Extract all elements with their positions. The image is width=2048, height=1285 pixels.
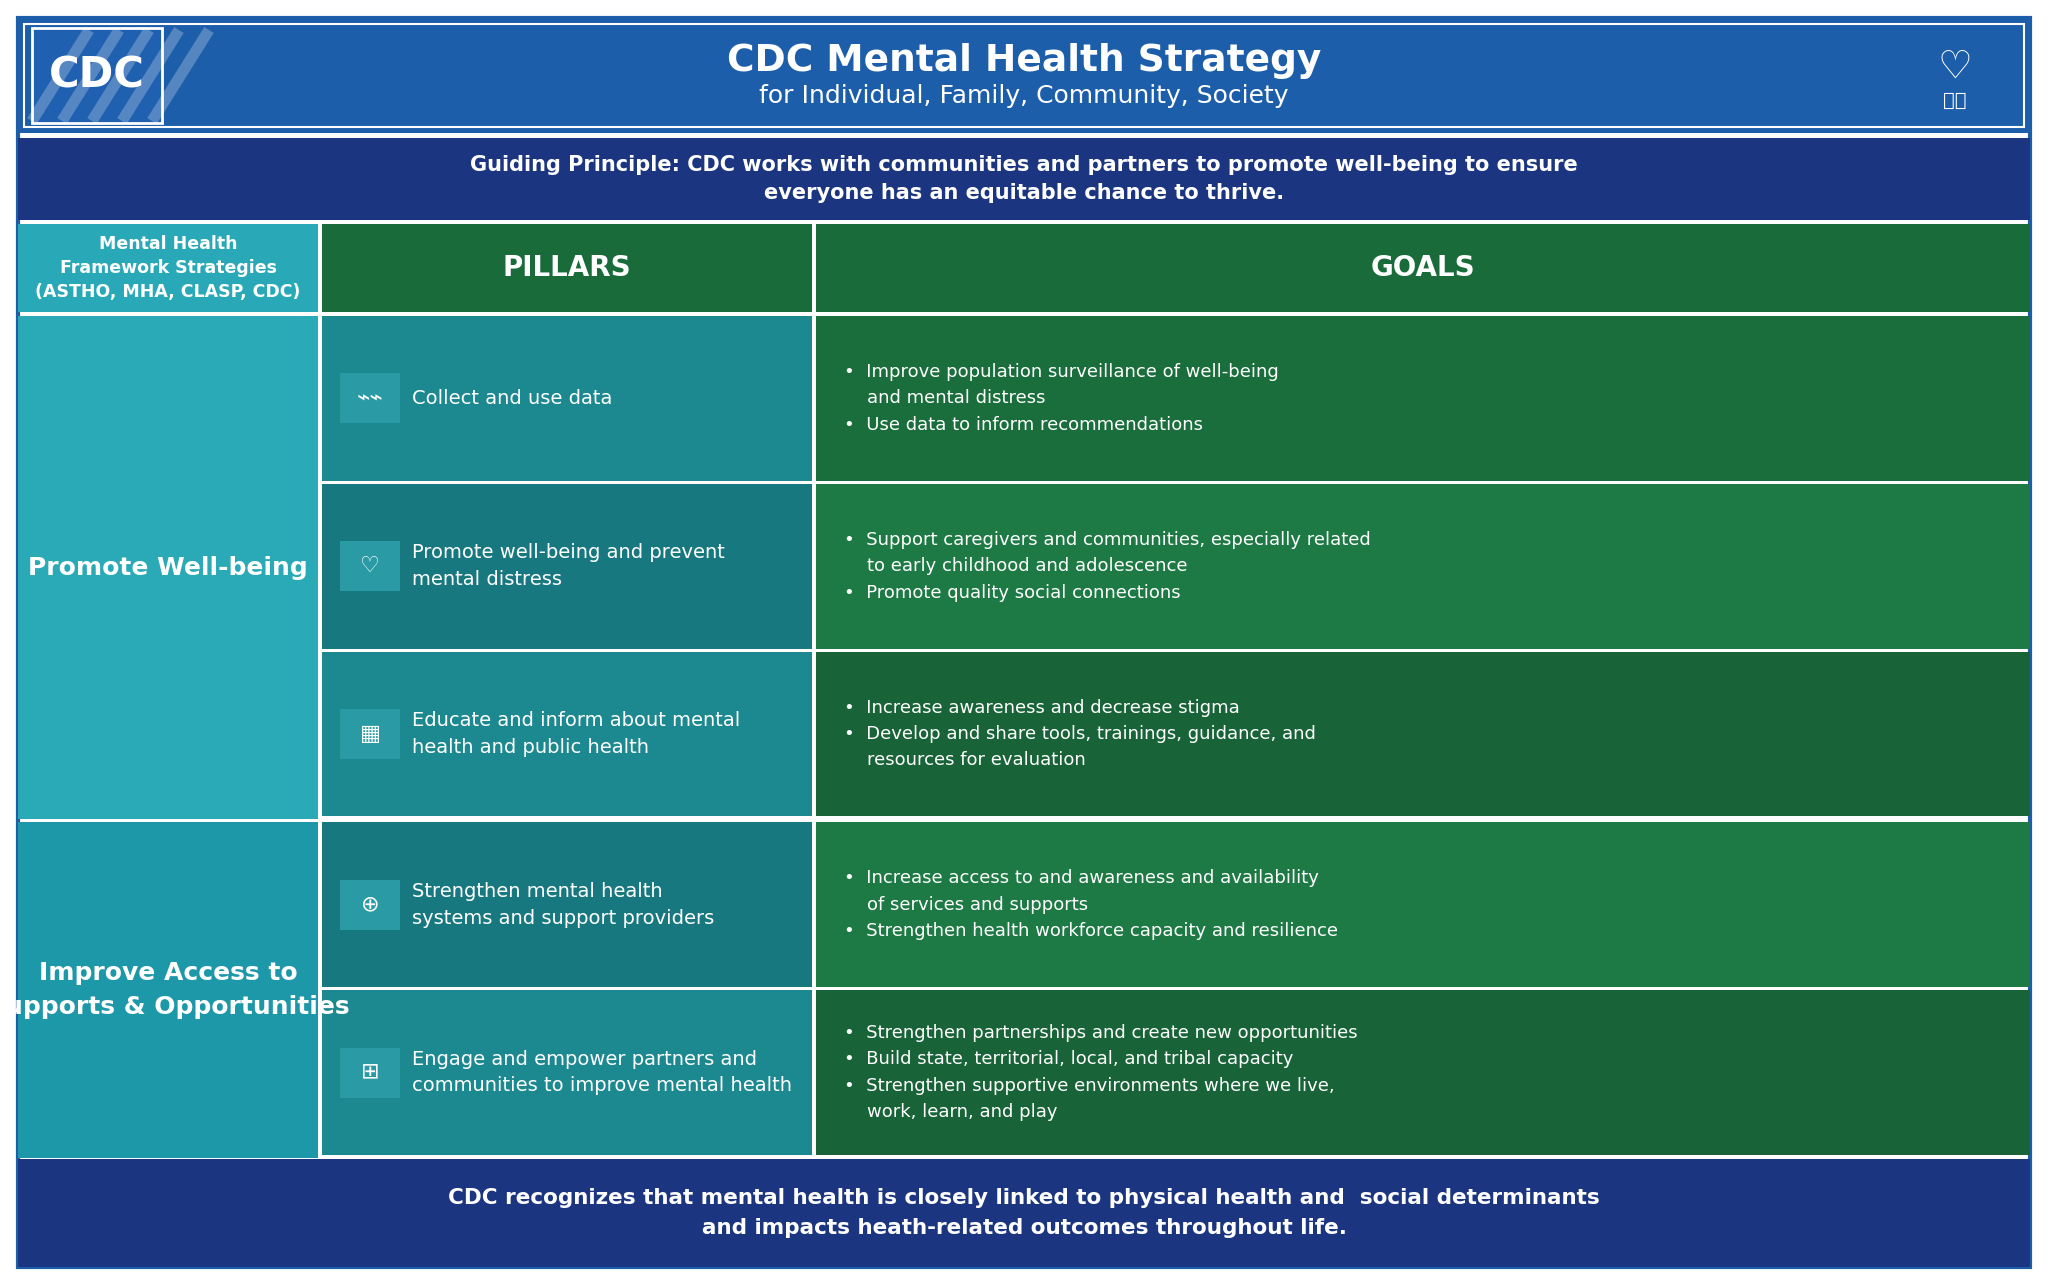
Bar bbox=[815, 224, 2030, 312]
Text: Guiding Principle: CDC works with communities and partners to promote well-being: Guiding Principle: CDC works with commun… bbox=[471, 154, 1577, 203]
Text: Strengthen mental health
systems and support providers: Strengthen mental health systems and sup… bbox=[412, 882, 715, 928]
Text: ⊞: ⊞ bbox=[360, 1063, 379, 1082]
Bar bbox=[815, 651, 2030, 816]
Bar bbox=[18, 18, 2030, 134]
Bar bbox=[815, 991, 2030, 1155]
Text: CDC Mental Health Strategy: CDC Mental Health Strategy bbox=[727, 42, 1321, 78]
Text: ⌁⌁: ⌁⌁ bbox=[356, 388, 383, 409]
Text: CDC recognizes that mental health is closely linked to physical health and  soci: CDC recognizes that mental health is clo… bbox=[449, 1189, 1599, 1237]
Bar bbox=[340, 880, 399, 930]
Text: 〜〜: 〜〜 bbox=[1944, 91, 1966, 111]
Bar bbox=[322, 822, 811, 987]
Text: Promote Well-being: Promote Well-being bbox=[29, 555, 307, 580]
Bar bbox=[322, 991, 811, 1155]
Bar bbox=[18, 137, 2030, 220]
Bar bbox=[322, 483, 811, 649]
Bar bbox=[815, 316, 2030, 481]
Bar bbox=[815, 822, 2030, 987]
Bar bbox=[33, 28, 162, 123]
Text: Mental Health
Framework Strategies
(ASTHO, MHA, CLASP, CDC): Mental Health Framework Strategies (ASTH… bbox=[35, 235, 301, 301]
Text: Collect and use data: Collect and use data bbox=[412, 389, 612, 407]
Bar bbox=[25, 24, 2023, 127]
Bar bbox=[322, 651, 811, 816]
Bar bbox=[322, 224, 811, 312]
Bar bbox=[340, 1047, 399, 1097]
Bar bbox=[18, 224, 317, 312]
Text: •  Increase awareness and decrease stigma
•  Develop and share tools, trainings,: • Increase awareness and decrease stigma… bbox=[844, 699, 1317, 770]
Text: CDC: CDC bbox=[49, 54, 145, 96]
Text: PILLARS: PILLARS bbox=[502, 254, 631, 281]
Bar bbox=[18, 316, 317, 820]
Text: Improve Access to
Supports & Opportunities: Improve Access to Supports & Opportuniti… bbox=[0, 961, 350, 1019]
Text: Engage and empower partners and
communities to improve mental health: Engage and empower partners and communit… bbox=[412, 1050, 793, 1095]
Text: ♡: ♡ bbox=[1937, 48, 1972, 85]
Bar bbox=[18, 1159, 2030, 1267]
Bar bbox=[340, 541, 399, 591]
Text: •  Improve population surveillance of well-being
    and mental distress
•  Use : • Improve population surveillance of wel… bbox=[844, 362, 1278, 434]
Text: for Individual, Family, Community, Society: for Individual, Family, Community, Socie… bbox=[760, 85, 1288, 108]
Bar bbox=[340, 374, 399, 423]
Text: ⊕: ⊕ bbox=[360, 894, 379, 915]
Bar bbox=[322, 316, 811, 481]
Text: •  Increase access to and awareness and availability
    of services and support: • Increase access to and awareness and a… bbox=[844, 870, 1337, 941]
Text: ♡: ♡ bbox=[360, 556, 381, 576]
Text: •  Support caregivers and communities, especially related
    to early childhood: • Support caregivers and communities, es… bbox=[844, 531, 1370, 601]
Bar bbox=[33, 28, 162, 123]
Text: ▦: ▦ bbox=[360, 723, 381, 744]
Text: GOALS: GOALS bbox=[1370, 254, 1475, 281]
Bar bbox=[340, 709, 399, 759]
Bar bbox=[18, 822, 317, 1158]
Text: Promote well-being and prevent
mental distress: Promote well-being and prevent mental di… bbox=[412, 544, 725, 589]
Text: Educate and inform about mental
health and public health: Educate and inform about mental health a… bbox=[412, 712, 739, 757]
Text: •  Strengthen partnerships and create new opportunities
•  Build state, territor: • Strengthen partnerships and create new… bbox=[844, 1024, 1358, 1122]
Bar bbox=[815, 483, 2030, 649]
